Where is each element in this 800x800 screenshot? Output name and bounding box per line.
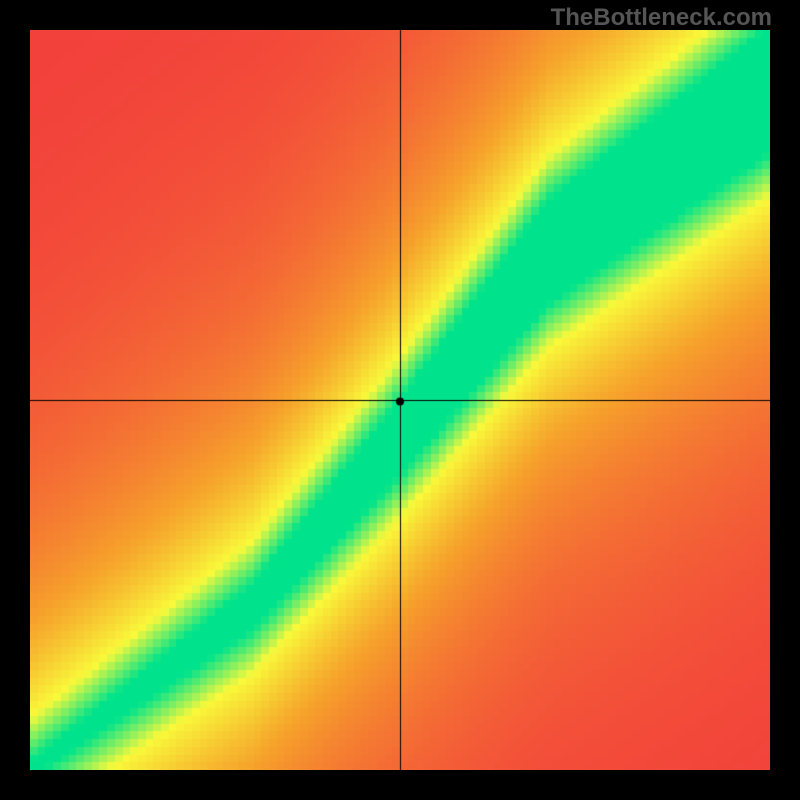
watermark-text: TheBottleneck.com: [551, 4, 772, 32]
bottleneck-heatmap: [30, 30, 770, 770]
chart-container: TheBottleneck.com: [0, 0, 800, 800]
